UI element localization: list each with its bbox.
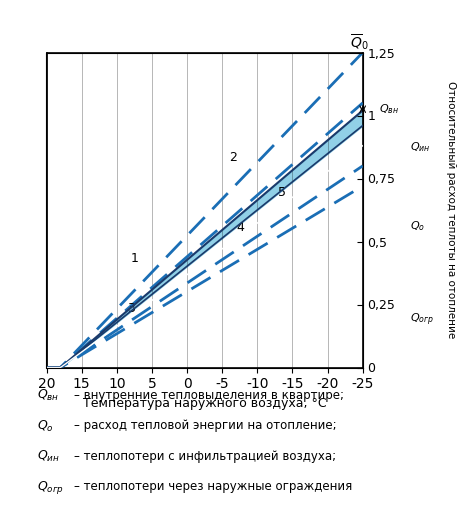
Text: $Q_{вн}$: $Q_{вн}$ — [379, 102, 399, 116]
Text: 3: 3 — [127, 302, 135, 315]
Text: $Q_{ин}$: $Q_{ин}$ — [410, 140, 431, 154]
Text: – внутренние тепловыделения в квартире;: – внутренние тепловыделения в квартире; — [74, 389, 345, 402]
Text: $Q_о$: $Q_о$ — [410, 219, 425, 233]
Text: Относительный расход теплоты на отопление: Относительный расход теплоты на отоплени… — [445, 81, 456, 339]
Text: – теплопотери через наружные ограждения: – теплопотери через наружные ограждения — [74, 480, 352, 493]
X-axis label: Температура наружного воздуха, °С: Температура наружного воздуха, °С — [83, 397, 326, 410]
Text: $Q_{ин}$: $Q_{ин}$ — [37, 449, 60, 464]
Text: 2: 2 — [229, 151, 237, 164]
Text: $Q_{вн}$: $Q_{вн}$ — [37, 388, 60, 403]
Text: 5: 5 — [279, 186, 286, 199]
Text: $\overline{Q}_0$: $\overline{Q}_0$ — [350, 32, 369, 52]
Text: 1: 1 — [131, 251, 139, 265]
Text: $Q_{огр}$: $Q_{огр}$ — [410, 311, 434, 328]
Text: $Q_{огр}$: $Q_{огр}$ — [37, 479, 64, 497]
Text: $Q_о$: $Q_о$ — [37, 418, 54, 434]
Text: – расход тепловой энергии на отопление;: – расход тепловой энергии на отопление; — [74, 419, 337, 433]
Text: – теплопотери с инфильтрацией воздуха;: – теплопотери с инфильтрацией воздуха; — [74, 450, 337, 463]
Text: 4: 4 — [236, 222, 244, 235]
